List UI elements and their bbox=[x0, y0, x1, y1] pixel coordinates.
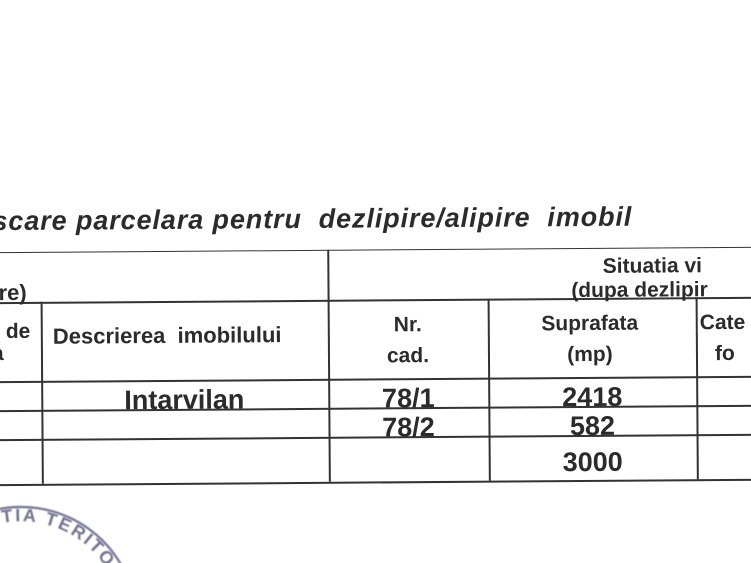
svg-text:INSTITUTIA TERITORIALA: INSTITUTIA TERITORIALA bbox=[0, 481, 120, 563]
